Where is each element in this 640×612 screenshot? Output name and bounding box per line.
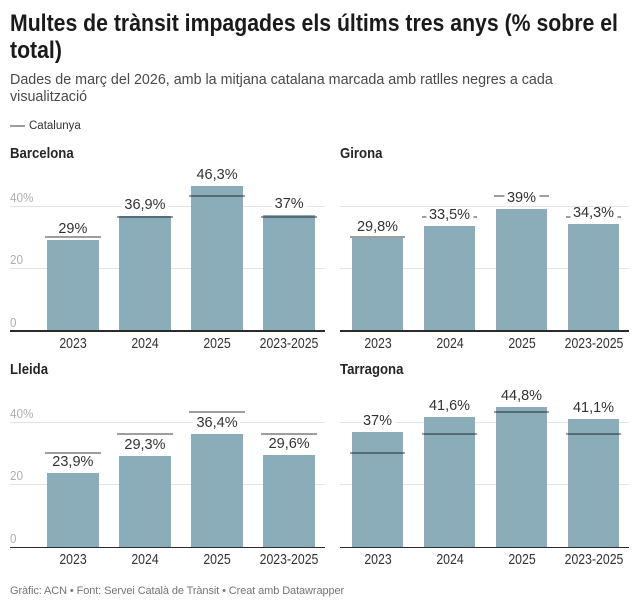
bar-value-label: 41,6% (425, 399, 474, 414)
legend-label: Catalunya (29, 120, 81, 132)
legend: Catalunya (10, 119, 81, 133)
x-axis-label-2023: 2023 (59, 551, 87, 568)
bar-lleida-2024 (119, 455, 171, 548)
bar-value-label: 44,8% (497, 389, 546, 404)
x-axis-label-2025: 2025 (203, 335, 231, 352)
bar-value-label: 23,9% (49, 454, 97, 469)
x-axis-line (10, 546, 326, 548)
bar-value-label: 36,9% (121, 198, 169, 212)
reference-line-catalunya-2023-2025 (565, 432, 622, 435)
bar-value-label: 36,4% (193, 415, 241, 430)
reference-line-catalunya-2025 (189, 411, 245, 414)
x-axis-label-2024: 2024 (131, 335, 159, 352)
bar-value-label: 29,8% (353, 220, 402, 234)
reference-line-catalunya-2024 (117, 216, 173, 219)
x-axis-label-2025: 2025 (203, 551, 231, 568)
reference-line-catalunya-2023-2025 (261, 216, 317, 219)
bar-girona-2024 (423, 226, 476, 331)
reference-line-catalunya-2023-2025 (261, 432, 317, 435)
y-axis-tick-label: 40% (10, 405, 34, 421)
gridline-20 (339, 268, 630, 270)
reference-line-catalunya-2025 (189, 194, 245, 197)
x-axis-label-2024: 2024 (435, 551, 464, 568)
legend-line-swatch (10, 124, 25, 128)
bar-barcelona-2024 (119, 215, 171, 331)
bar-value-label: 29,6% (265, 437, 313, 451)
x-axis-label-2023-2025: 2023-2025 (259, 551, 319, 568)
bar-girona-2023 (351, 237, 404, 331)
bar-value-label: 34,3% (569, 206, 618, 220)
bar-barcelona-2023-2025 (263, 215, 315, 331)
chart-title: Multes de trànsit impagades els últims t… (10, 10, 618, 64)
bar-tarragona-2025 (495, 407, 548, 548)
y-axis-tick-label: 20 (10, 468, 23, 484)
bar-value-label: 39% (503, 191, 540, 205)
y-axis-tick-label: 0 (10, 314, 17, 330)
bar-value-label: 33,5% (425, 208, 474, 223)
bar-girona-2025 (495, 209, 548, 331)
y-axis-tick-label: 40% (10, 189, 34, 205)
bar-value-label: 37% (271, 197, 307, 212)
reference-line-catalunya-2025 (493, 411, 550, 414)
x-axis-line (339, 330, 630, 332)
panel-title-lleida: Lleida (10, 362, 49, 379)
x-axis-label-2023-2025: 2023-2025 (564, 551, 623, 568)
reference-line-catalunya-2023 (45, 452, 101, 455)
bar-value-label: 41,1% (569, 401, 618, 415)
bar-lleida-2023-2025 (263, 454, 315, 548)
x-axis-label-2025: 2025 (507, 335, 536, 352)
x-axis-label-2023: 2023 (363, 551, 392, 568)
x-axis-label-2023-2025: 2023-2025 (564, 335, 623, 352)
bar-lleida-2023 (47, 472, 99, 548)
y-axis-tick-label: 0 (10, 530, 17, 546)
panel-title-girona: Girona (339, 146, 383, 163)
bar-barcelona-2025 (191, 186, 243, 331)
bar-value-label: 29% (55, 222, 91, 237)
bar-value-label: 46,3% (193, 168, 241, 183)
x-axis-label-2023-2025: 2023-2025 (259, 335, 319, 352)
panel-title-tarragona: Tarragona (339, 362, 404, 379)
x-axis-line (10, 330, 326, 332)
x-axis-label-2024: 2024 (435, 335, 464, 352)
bar-value-label: 29,3% (121, 438, 169, 452)
x-axis-label-2023: 2023 (363, 335, 392, 352)
panel-title-barcelona: Barcelona (10, 146, 74, 163)
x-axis-label-2024: 2024 (131, 551, 159, 568)
gridline-20 (339, 484, 630, 486)
y-axis-tick-label: 20 (10, 252, 23, 268)
reference-line-catalunya-2024 (117, 432, 173, 435)
gridline-40 (339, 205, 630, 207)
bar-tarragona-2023 (351, 431, 404, 548)
reference-line-catalunya-2023 (45, 236, 101, 238)
chart-footer: Gràfic: ACN • Font: Servei Català de Trà… (10, 584, 345, 597)
reference-line-catalunya-2023 (349, 236, 406, 238)
bar-girona-2023-2025 (567, 223, 620, 331)
bar-tarragona-2023-2025 (567, 418, 620, 548)
reference-line-catalunya-2023 (349, 452, 406, 455)
bar-value-label: 37% (359, 413, 396, 428)
bar-barcelona-2023 (47, 240, 99, 331)
gridline-40 (339, 421, 630, 423)
bar-lleida-2025 (191, 433, 243, 548)
x-axis-line (339, 546, 630, 548)
bar-tarragona-2024 (423, 417, 476, 548)
chart-subtitle: Dades de març del 2026, amb la mitjana c… (10, 71, 553, 106)
gridline-40 (10, 421, 326, 423)
x-axis-label-2023: 2023 (59, 335, 87, 352)
reference-line-catalunya-2024 (421, 432, 478, 435)
x-axis-label-2025: 2025 (507, 551, 536, 568)
